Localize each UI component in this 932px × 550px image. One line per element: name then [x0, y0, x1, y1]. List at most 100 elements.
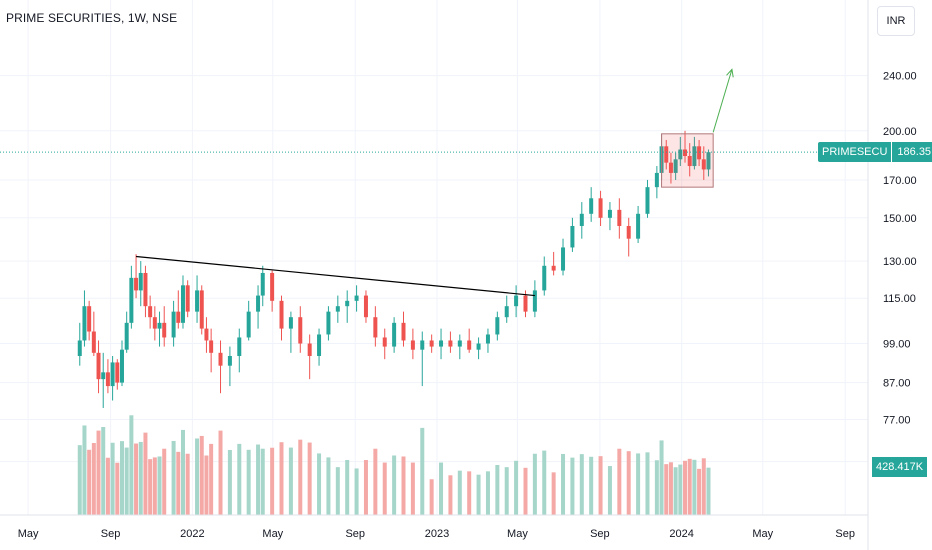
volume-bar	[298, 439, 303, 515]
volume-bar	[279, 442, 284, 515]
candle-body	[457, 340, 462, 347]
price-axis[interactable]: 240.00 200.00 170.00 150.00 130.00 115.00 99.0…	[867, 0, 917, 550]
projection-arrow	[712, 69, 733, 133]
volume-bar	[227, 449, 232, 515]
candle-body	[392, 322, 397, 347]
volume-bar	[654, 460, 659, 515]
volume-bar	[204, 455, 209, 515]
volume-bar	[687, 458, 692, 515]
candle-body	[673, 159, 678, 173]
candle-body	[514, 295, 519, 307]
volume-bar	[335, 467, 340, 515]
price-tag-value: 186.35	[892, 142, 932, 163]
volume-bar	[617, 448, 622, 515]
volume-bar	[373, 448, 378, 515]
price-tag-symbol: PRIMESECU	[818, 142, 892, 163]
candle-body	[542, 265, 547, 291]
candle-body	[476, 343, 481, 350]
volume-bar	[101, 427, 106, 515]
volume-bar	[514, 460, 519, 515]
volume-bar	[82, 425, 87, 515]
candle-body	[110, 362, 115, 387]
volume-bar	[532, 453, 537, 515]
candle-body	[317, 334, 322, 356]
candle-body	[101, 372, 106, 380]
volume-bar	[382, 462, 387, 515]
volume-bar	[636, 453, 641, 515]
price-tick-label: 87.00	[883, 378, 911, 390]
candle-body	[363, 295, 368, 318]
time-tick-label: Sep	[345, 528, 365, 540]
volume-bar	[701, 458, 706, 515]
candle-body	[589, 198, 594, 214]
time-tick-label: Sep	[590, 528, 610, 540]
volume-bar	[668, 462, 673, 515]
candle-body	[467, 340, 472, 350]
candle-body	[654, 172, 659, 188]
volume-bar	[256, 444, 261, 515]
candle-body	[664, 146, 669, 163]
volume-bar	[317, 453, 322, 515]
candle-body	[617, 209, 622, 226]
volume-bar	[561, 453, 566, 515]
volume-bar	[96, 430, 101, 515]
volume-bar	[134, 443, 139, 515]
candle-body	[307, 343, 312, 356]
volume-bar	[542, 450, 547, 515]
candle-body	[645, 187, 650, 214]
candle-body	[185, 285, 190, 312]
candle-body	[162, 322, 167, 338]
trendline	[136, 255, 535, 297]
volume-bar	[77, 445, 82, 515]
volume-bar	[119, 441, 124, 515]
candle-body	[105, 372, 110, 387]
candle-body	[82, 306, 87, 341]
currency-button[interactable]: INR	[877, 6, 915, 36]
candle-body	[373, 317, 378, 338]
candle-body	[152, 317, 157, 329]
volume-bar	[129, 415, 134, 515]
volume-bar	[105, 457, 110, 515]
last-price-tag: PRIMESECU 186.35	[818, 142, 932, 163]
volume-bar	[495, 465, 500, 515]
time-tick-label: 2023	[425, 528, 449, 540]
candle-body	[678, 149, 683, 160]
volume-bar	[354, 468, 359, 515]
price-tick-label: 130.00	[883, 256, 917, 268]
price-tick-label: 99.00	[883, 339, 911, 351]
candle-body	[439, 340, 444, 347]
candle-body	[96, 352, 101, 380]
price-tick-label: 200.00	[883, 126, 917, 138]
volume-bar	[307, 442, 312, 515]
candle-body	[115, 362, 120, 383]
volume-bar	[345, 459, 350, 515]
time-axis[interactable]: May Sep 2022 May Sep 2023 May Sep 2024 May Sep	[0, 514, 868, 540]
chart-annotations	[0, 68, 868, 297]
candle-body	[180, 285, 185, 323]
candle-body	[561, 247, 566, 271]
volume-bar	[673, 467, 678, 515]
volume-bar	[664, 464, 669, 515]
volume-bar	[110, 442, 115, 515]
volume-bar	[523, 467, 528, 515]
volume-bar	[237, 443, 242, 515]
candle-body	[706, 152, 711, 170]
candle-body	[91, 331, 96, 353]
candle-body	[345, 300, 350, 307]
volume-bar	[138, 441, 143, 515]
candle-body	[495, 317, 500, 335]
volume-bar	[504, 467, 509, 515]
candle-body	[335, 306, 340, 312]
volume-bar	[152, 457, 157, 515]
consolidation-box	[661, 133, 714, 188]
candle-body	[697, 146, 702, 160]
volume-bar	[678, 464, 683, 515]
volume-bar	[485, 471, 490, 515]
volume-bar	[260, 448, 265, 515]
time-tick-label: May	[262, 528, 283, 540]
candle-body	[636, 213, 641, 239]
volume-bar	[598, 456, 603, 515]
volume-bar	[171, 440, 176, 515]
candle-body	[256, 295, 261, 312]
